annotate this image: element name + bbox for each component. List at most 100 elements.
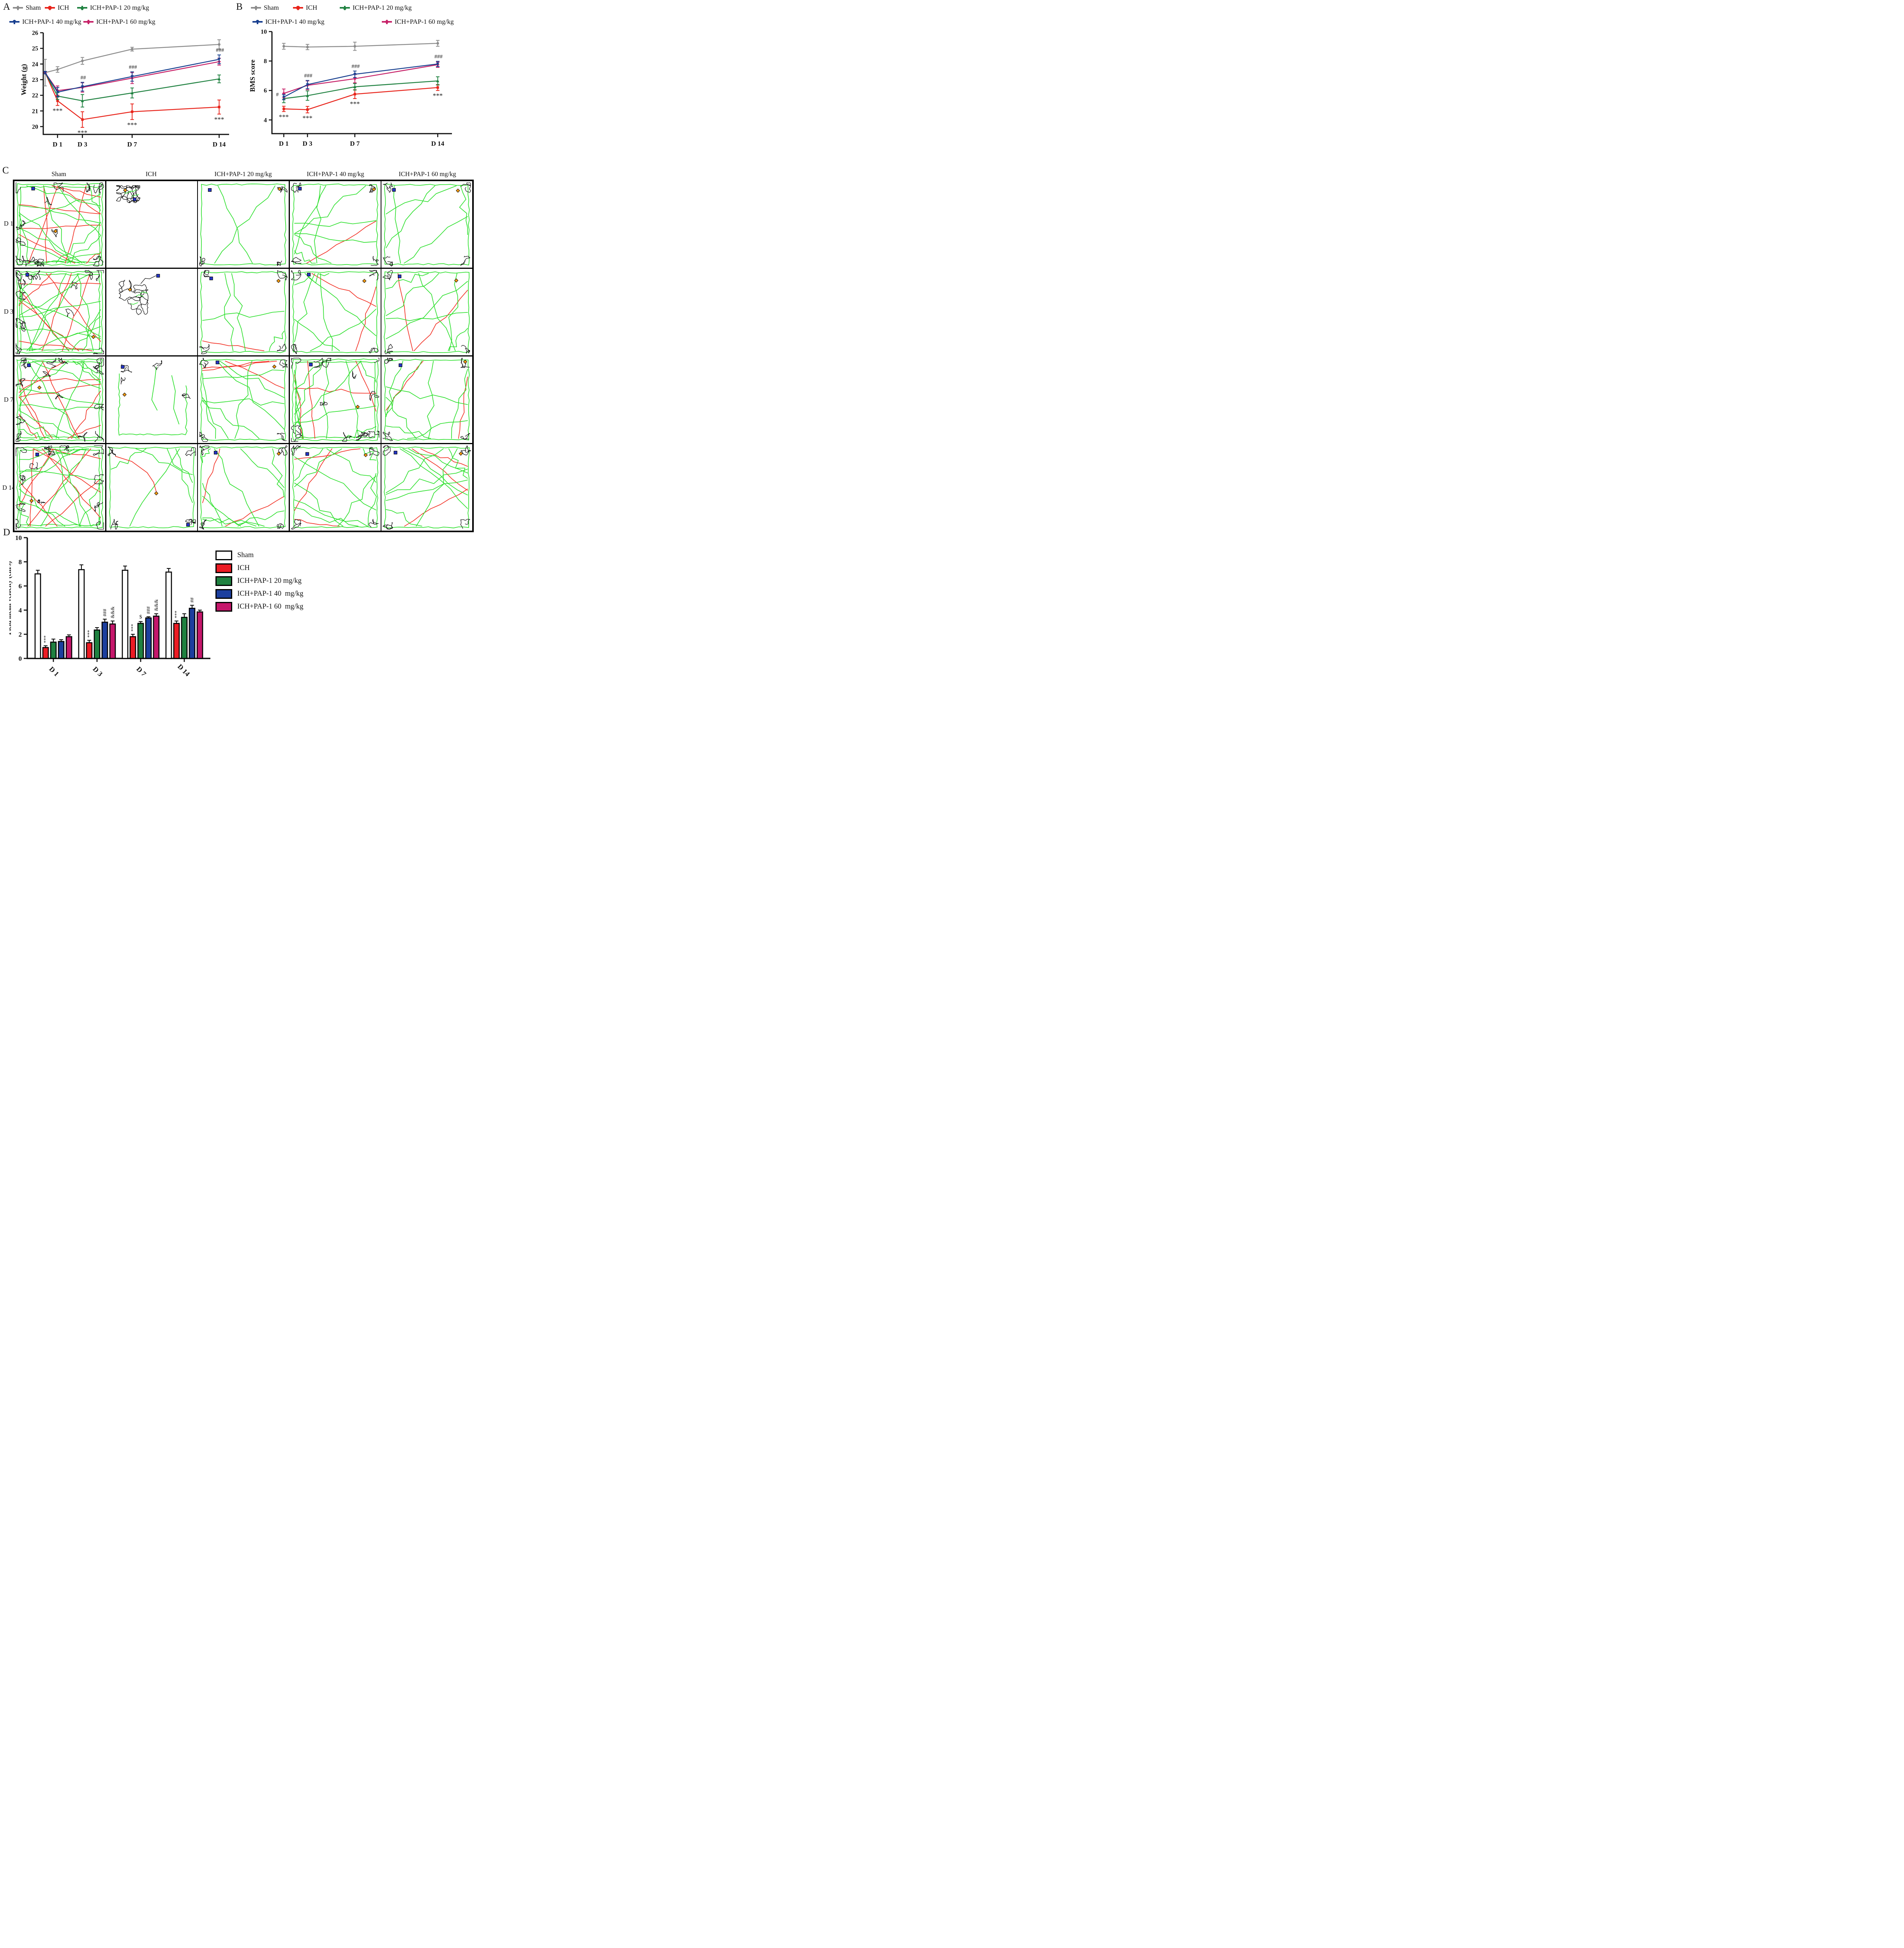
panel-b-label: B [236,2,243,12]
track-plot-D3-Sham [14,268,105,356]
pap60-bar-swatch-icon [215,602,232,612]
track-plot-D1-Sham [14,181,105,268]
legend-label: ICH+PAP-1 40 mg/kg [237,590,304,598]
svg-text:BMS score: BMS score [249,60,256,92]
svg-text:&&&: &&& [109,607,115,618]
svg-text:4: 4 [264,117,267,124]
legend-label: ICH+PAP-1 40 mg/kg [22,18,81,25]
svg-text:##: ## [189,597,195,603]
svg-text:23: 23 [32,77,38,83]
legend-label: ICH [306,4,318,11]
legend-label: ICH+PAP-1 20 mg/kg [353,4,412,11]
svg-text:Field mean velocity (cm/s): Field mean velocity (cm/s) [9,561,12,635]
panel-c-label: C [2,165,9,176]
track-trace [107,446,196,529]
track-plot-D1-ICH [106,181,197,268]
svg-text:24: 24 [32,61,38,68]
track-trace [383,358,470,441]
svg-text:***: *** [86,630,92,638]
track-plot-D14-ICH+PAP-1 40 mg/kg [289,444,381,531]
legend-a-item-pap60: ICH+PAP-1 60 mg/kg [83,18,155,26]
svg-text:D 14: D 14 [213,141,226,148]
c-row-label-d3: D 3 [4,308,14,315]
sham-line-marker-icon [13,5,23,11]
legend-label: ICH [237,564,250,572]
svg-text:***: *** [127,121,137,129]
svg-text:D 7: D 7 [135,665,148,678]
track-trace [291,182,379,266]
svg-text:***: *** [130,624,136,632]
track-plot-D7-ICH [106,356,197,443]
track-trace [291,445,379,529]
legend-a-item-sham: Sham [13,4,41,12]
track-trace [16,358,104,442]
track-plot-D7-Sham [14,356,105,443]
pap60-line-marker-icon [382,19,392,25]
track-plot-D3-ICH+PAP-1 20 mg/kg [198,268,289,356]
legend-label: Sham [26,4,41,11]
track-plot-D7-ICH+PAP-1 20 mg/kg [198,356,289,443]
track-trace [383,182,471,267]
ich-line-marker-icon [293,5,303,11]
svg-text:***: *** [53,107,63,115]
svg-text:***: *** [42,635,48,643]
track-trace [199,445,288,529]
track-trace [291,270,379,354]
svg-text:2: 2 [19,631,22,638]
svg-text:D 7: D 7 [127,141,138,148]
legend-a-item-pap20: ICH+PAP-1 20 mg/kg [77,4,149,12]
svg-text:D 1: D 1 [53,141,62,148]
svg-text:$: $ [139,614,142,620]
svg-text:8: 8 [19,558,22,566]
track-plot-D3-ICH+PAP-1 60 mg/kg [381,268,472,356]
svg-text:###: ### [129,64,137,70]
track-trace [199,184,288,267]
series-ICH+PAP-1 40 mg/kg: ########## [276,54,443,101]
track-plot-D3-ICH+PAP-1 40 mg/kg [289,268,381,356]
legend-label: ICH+PAP-1 20 mg/kg [237,577,302,585]
svg-text:D 1: D 1 [279,140,289,147]
c-col-header-pap20: ICH+PAP-1 20 mg/kg [214,170,272,178]
svg-text:22: 22 [32,92,38,99]
svg-text:D 14: D 14 [176,663,191,678]
pap20-line-marker-icon [340,5,350,11]
svg-text:26: 26 [32,30,38,37]
panel-a-label: A [3,2,11,12]
legend-label: ICH [58,4,69,11]
c-col-header-ich: ICH [145,170,157,178]
legend-d-item-pap60: ICH+PAP-1 60 mg/kg [215,602,304,612]
track-plot-D14-Sham [14,444,105,531]
svg-text:***: *** [279,113,289,120]
track-trace [16,445,104,529]
track-plot-D14-ICH+PAP-1 20 mg/kg [198,444,289,531]
pap20-bar-swatch-icon [215,576,232,586]
legend-label: ICH+PAP-1 40 mg/kg [265,18,325,25]
ich-bar-swatch-icon [215,563,232,573]
svg-text:###: ### [351,64,360,69]
svg-text:D 1: D 1 [48,665,60,678]
svg-text:D 14: D 14 [431,140,445,147]
legend-d-item-pap20: ICH+PAP-1 20 mg/kg [215,576,302,586]
track-trace [16,270,104,354]
c-row-label-d1: D 1 [4,220,14,227]
legend-label: ICH+PAP-1 60 mg/kg [237,603,304,611]
legend-d-item-pap40: ICH+PAP-1 40 mg/kg [215,589,304,599]
series-ICH+PAP-1 60 mg/kg [282,62,440,99]
svg-text:10: 10 [261,29,267,35]
svg-text:***: *** [78,129,88,136]
series-ICH: *** *** *** *** [279,84,443,122]
legend-label: ICH+PAP-1 60 mg/kg [96,18,155,25]
legend-label: ICH+PAP-1 20 mg/kg [90,4,149,11]
c-col-header-pap40: ICH+PAP-1 40 mg/kg [307,170,364,178]
svg-text:##: ## [81,75,86,81]
sham-line-marker-icon [251,5,261,11]
panel-d-label: D [3,527,11,538]
svg-text:###: ### [216,48,224,53]
legend-b-item-pap40: ICH+PAP-1 40 mg/kg [252,18,325,26]
svg-text:20: 20 [32,124,38,130]
track-trace [291,358,379,442]
svg-text:10: 10 [15,534,22,542]
series-Sham [282,40,440,51]
track-plot-D1-ICH+PAP-1 60 mg/kg [381,181,472,268]
track-plot-D3-ICH [106,268,197,356]
